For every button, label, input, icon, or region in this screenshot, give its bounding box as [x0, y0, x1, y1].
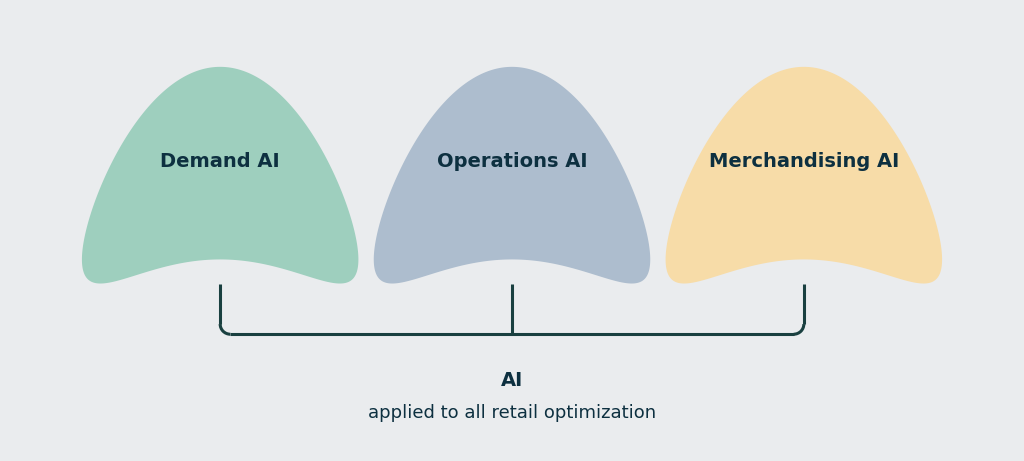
Polygon shape	[82, 67, 358, 284]
Polygon shape	[374, 67, 650, 284]
Text: applied to all retail optimization: applied to all retail optimization	[368, 403, 656, 422]
Text: Demand AI: Demand AI	[161, 152, 280, 171]
Text: AI: AI	[501, 371, 523, 390]
Polygon shape	[666, 67, 942, 284]
Text: Merchandising AI: Merchandising AI	[709, 152, 899, 171]
Text: Operations AI: Operations AI	[437, 152, 587, 171]
